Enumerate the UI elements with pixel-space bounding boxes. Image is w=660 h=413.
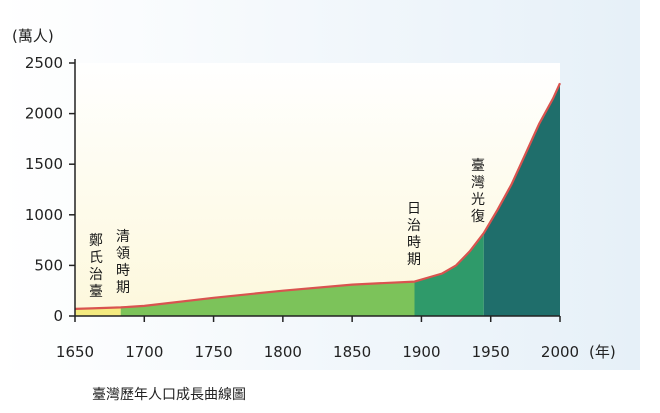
x-tick-label: 2000: [541, 343, 579, 361]
x-tick-label: 1800: [264, 343, 302, 361]
x-tick-label: 1700: [125, 343, 163, 361]
x-axis-label: (年): [589, 343, 616, 361]
x-tick-label: 1850: [333, 343, 371, 361]
period-label: 日治時期: [407, 201, 421, 268]
period-area-2: [120, 281, 415, 316]
y-tick-label: 0: [53, 307, 63, 325]
x-tick-label: 1750: [194, 343, 232, 361]
x-tick-label: 1650: [56, 343, 94, 361]
period-area-3: [414, 233, 484, 316]
period-label: 清領時期: [116, 229, 130, 296]
y-tick-label: 1000: [25, 206, 63, 224]
chart-caption: 臺灣歷年人口成長曲線圖: [92, 387, 246, 403]
period-label: 鄭氏治臺: [89, 233, 103, 300]
y-tick-label: 2000: [25, 105, 63, 123]
population-line: [74, 82, 562, 310]
y-tick-label: 500: [34, 256, 63, 274]
y-tick-label: 2500: [25, 54, 63, 72]
period-label: 臺灣光復: [471, 158, 485, 225]
y-tick-label: 1500: [25, 155, 63, 173]
x-tick-label: 1950: [472, 343, 510, 361]
x-tick-label: 1900: [402, 343, 440, 361]
y-axis-label: (萬人): [12, 27, 54, 45]
period-area-4: [483, 83, 560, 316]
